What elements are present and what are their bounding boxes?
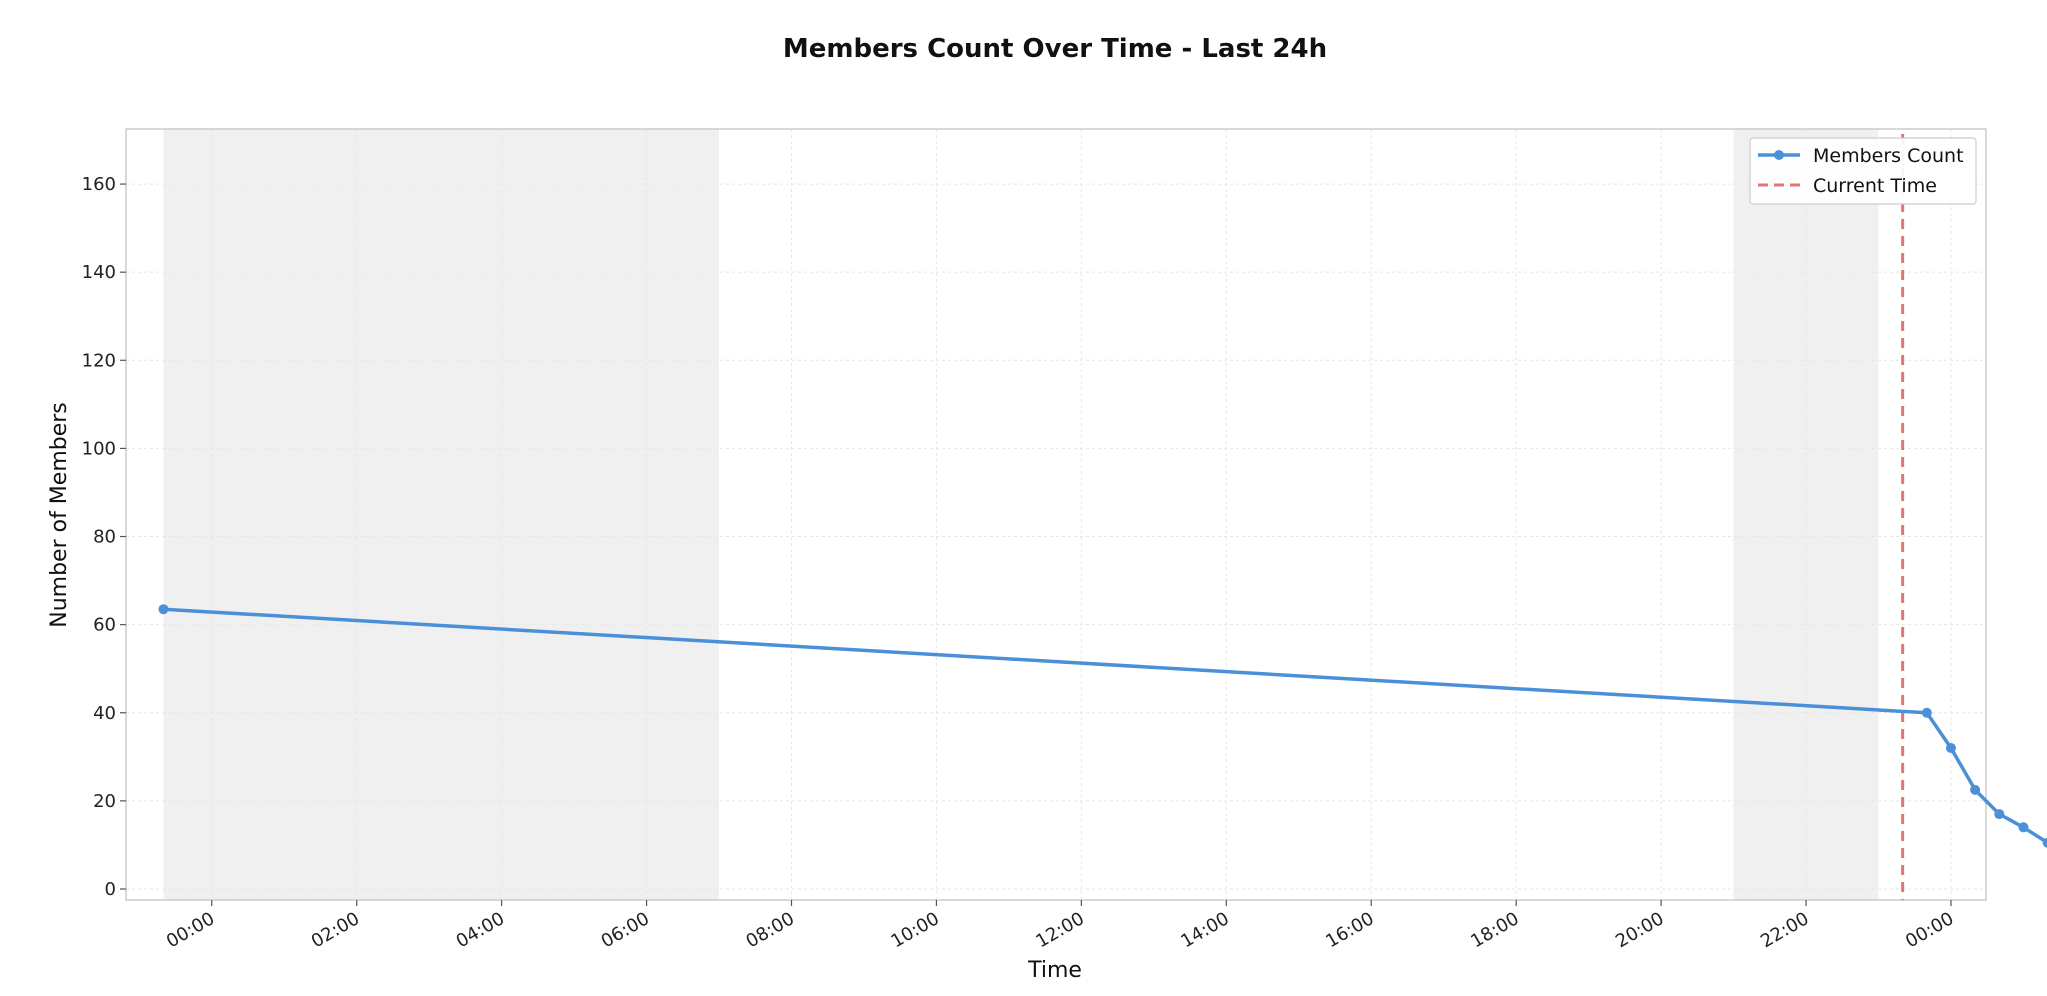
x-tick-label: 16:00 xyxy=(1322,908,1377,952)
x-tick-label: 14:00 xyxy=(1177,908,1232,952)
legend-frame xyxy=(1749,137,1977,205)
data-point xyxy=(1945,743,1956,754)
x-tick-label: 00:00 xyxy=(163,908,218,952)
x-tick-label: 12:00 xyxy=(1032,908,1087,952)
data-point xyxy=(2042,837,2047,848)
y-tick-label: 120 xyxy=(82,350,116,371)
legend-label-members-count: Members Count xyxy=(1813,145,1964,167)
x-tick-label: 00:00 xyxy=(1902,908,1957,952)
x-tick-label: 20:00 xyxy=(1612,908,1667,952)
data-point xyxy=(2018,822,2029,833)
x-axis-label: Time xyxy=(1027,958,1082,983)
x-tick-label: 08:00 xyxy=(743,908,798,952)
legend-marker-members-count xyxy=(1774,150,1784,160)
data-point xyxy=(158,604,169,615)
y-tick-label: 60 xyxy=(93,615,116,636)
data-point xyxy=(1970,784,1981,795)
legend-label-current-time: Current Time xyxy=(1813,175,1937,197)
y-tick-label: 80 xyxy=(93,527,116,548)
legend: Members Count Current Time xyxy=(1749,137,1977,205)
shaded-region-1 xyxy=(163,129,720,900)
y-axis-label: Number of Members xyxy=(47,402,72,628)
y-tick-label: 160 xyxy=(82,174,116,195)
y-tick-label: 140 xyxy=(82,262,116,283)
y-tick-label: 20 xyxy=(93,791,116,812)
plot-frame xyxy=(125,128,1987,901)
x-tick-label: 02:00 xyxy=(308,908,363,952)
y-tick-label: 100 xyxy=(82,438,116,459)
data-point xyxy=(1921,707,1932,718)
x-tick-label: 22:00 xyxy=(1757,908,1812,952)
y-tick-label: 0 xyxy=(105,879,116,900)
plot-area: 0 20 40 60 80 100 120 140 160 00:00 02:00 04:00 06:0… xyxy=(82,128,2047,952)
x-tick-label: 04:00 xyxy=(453,908,508,952)
y-tick-label: 40 xyxy=(93,703,116,724)
x-tick-label: 10:00 xyxy=(888,908,943,952)
x-tick-label: 18:00 xyxy=(1467,908,1522,952)
chart-title: Members Count Over Time - Last 24h xyxy=(783,34,1327,64)
data-point xyxy=(1994,809,2005,820)
x-tick-label: 06:00 xyxy=(598,908,653,952)
